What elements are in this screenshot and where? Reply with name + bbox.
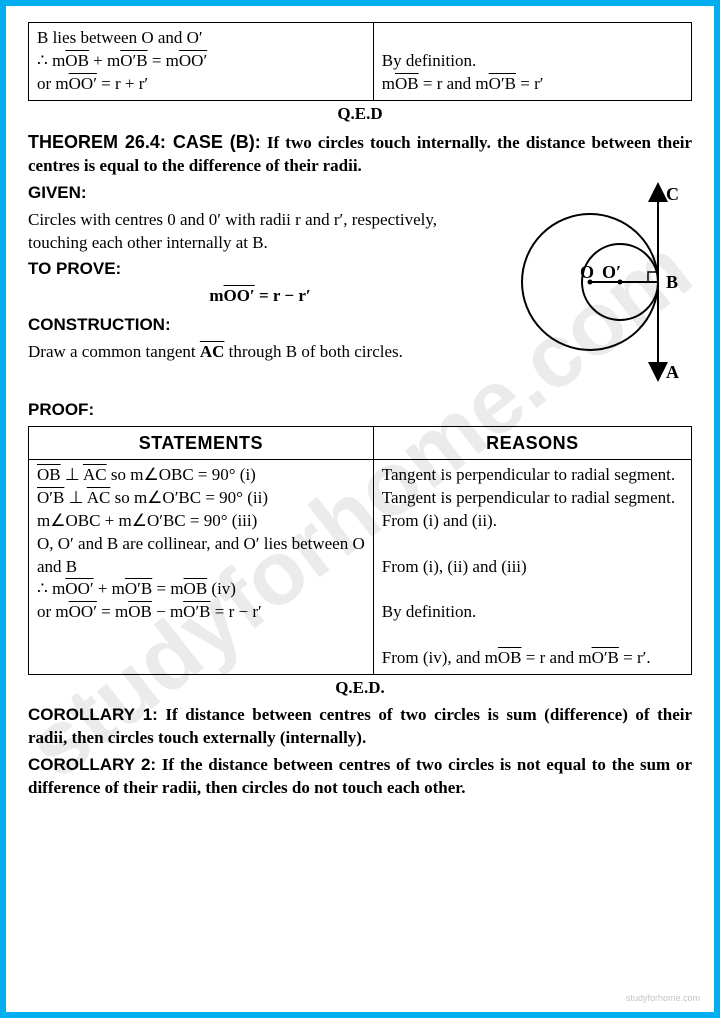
- t1-l3b: = r + r′: [97, 74, 148, 93]
- corner-watermark: studyforhome.com: [626, 992, 700, 1004]
- cons-b: through B of both circles.: [224, 342, 402, 361]
- r4-r: From (i), (ii) and (iii): [382, 557, 527, 576]
- r6d: = r − r′: [211, 602, 262, 621]
- t1-l2a: ∴ m: [37, 51, 65, 70]
- seg-ob-r: OB: [395, 74, 419, 93]
- t1r-l2e: = r′: [516, 74, 543, 93]
- r6-seg1: OO′: [69, 602, 97, 621]
- r6r-seg2: O′B: [592, 648, 619, 667]
- corollary1-label: COROLLARY 1:: [28, 705, 158, 724]
- label-b: B: [666, 272, 678, 292]
- r2-perp: ⊥: [64, 488, 86, 507]
- r2-r: Tangent is perpendicular to radial segme…: [382, 488, 675, 507]
- r1-seg-ac: AC: [83, 465, 107, 484]
- r5d: (iv): [207, 579, 236, 598]
- qed-1: Q.E.D: [28, 103, 692, 126]
- seg-oprimeb: O′B: [120, 51, 147, 70]
- r1-rest: so m∠OBC = 90° (i): [107, 465, 256, 484]
- t1r-l1: By definition.: [382, 51, 476, 70]
- r5-seg2: O′B: [125, 579, 152, 598]
- seg-ob: OB: [65, 51, 89, 70]
- r5c: = m: [152, 579, 183, 598]
- corollary2-label: COROLLARY 2:: [28, 755, 156, 774]
- t1-l3a: or m: [37, 74, 69, 93]
- eq-b: = r − r′: [255, 286, 311, 305]
- label-o: O: [580, 262, 594, 282]
- t1r-l2m: = r and m: [419, 74, 489, 93]
- r4-s: O, O′ and B are collinear, and O′ lies b…: [37, 534, 365, 576]
- seg-ooprime2: OO′: [69, 74, 97, 93]
- col-reasons: REASONS: [373, 426, 691, 459]
- t1-l2m2: = m: [148, 51, 179, 70]
- r6c: − m: [152, 602, 183, 621]
- r5-seg3: OB: [184, 579, 208, 598]
- r1-perp: ⊥: [61, 465, 83, 484]
- r6ra: From (iv), and m: [382, 648, 498, 667]
- t1-l2m1: + m: [89, 51, 120, 70]
- cons-seg: AC: [200, 342, 225, 361]
- r3-r: From (i) and (ii).: [382, 511, 497, 530]
- given-label: GIVEN:: [28, 183, 87, 202]
- r6rb: = r and m: [522, 648, 592, 667]
- r1-r: Tangent is perpendicular to radial segme…: [382, 465, 675, 484]
- proof-table: STATEMENTS REASONS OB ⊥ AC so m∠OBC = 90…: [28, 426, 692, 676]
- col-statements: STATEMENTS: [29, 426, 374, 459]
- r2-rest: so m∠O′BC = 90° (ii): [110, 488, 268, 507]
- r6-seg2: OB: [128, 602, 152, 621]
- proof-label: PROOF:: [28, 400, 94, 419]
- label-c: C: [666, 184, 679, 204]
- qed-2: Q.E.D.: [28, 677, 692, 700]
- t1r-l2a: m: [382, 74, 395, 93]
- toprove-label: TO PROVE:: [28, 259, 121, 278]
- label-a: A: [666, 362, 679, 382]
- r6b: = m: [97, 602, 128, 621]
- r5-r: By definition.: [382, 602, 476, 621]
- r3-s: m∠OBC + m∠O′BC = 90° (iii): [37, 511, 257, 530]
- prior-proof-table: B lies between O and O′ ∴ mOB + mO′B = m…: [28, 22, 692, 101]
- r6r-seg1: OB: [498, 648, 522, 667]
- seg-oprimeb-r: O′B: [489, 74, 516, 93]
- r6a: or m: [37, 602, 69, 621]
- r2-seg-ac: AC: [87, 488, 111, 507]
- r6-seg3: O′B: [183, 602, 210, 621]
- r6rc: = r′.: [619, 648, 651, 667]
- circles-diagram: O O′ B C A: [502, 182, 692, 389]
- construction-label: CONSTRUCTION:: [28, 315, 171, 334]
- given-body: Circles with centres 0 and 0′ with radii…: [28, 210, 437, 252]
- label-oprime: O′: [602, 262, 621, 282]
- r5b: + m: [94, 579, 125, 598]
- r5a: ∴ m: [37, 579, 65, 598]
- r1-seg-ob: OB: [37, 465, 61, 484]
- cons-a: Draw a common tangent: [28, 342, 200, 361]
- eq-a: m: [209, 286, 223, 305]
- theorem-title: THEOREM 26.4: CASE (B):: [28, 132, 261, 152]
- seg-ooprime: OO′: [179, 51, 207, 70]
- t1-l1: B lies between O and O′: [37, 28, 203, 47]
- r5-seg1: OO′: [65, 579, 93, 598]
- r2-seg: O′B: [37, 488, 64, 507]
- eq-seg: OO′: [223, 286, 254, 305]
